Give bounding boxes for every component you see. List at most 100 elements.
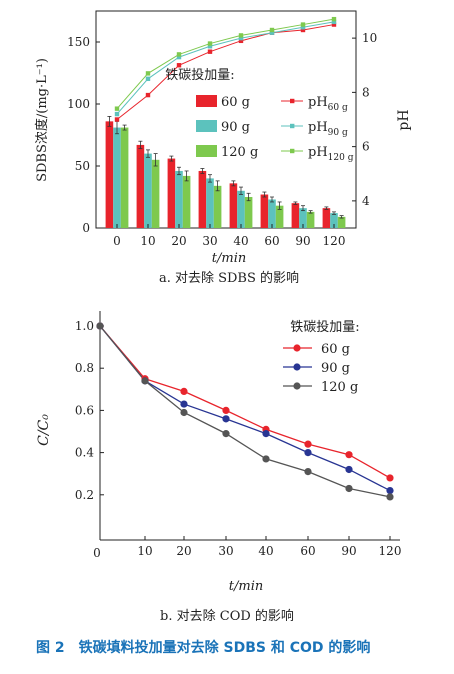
chart-a-bar (198, 170, 207, 228)
chart-a-legend-title: 铁碳投加量: (165, 67, 234, 83)
chart-a-ytick-label: 0 (82, 221, 90, 235)
chart-a-legend-ph-label: pH90 g (308, 120, 348, 138)
chart-a-bar (299, 208, 307, 228)
chart-b-legend-label: 60 g (321, 342, 350, 357)
chart-a-bar (105, 121, 114, 228)
chart-a-bar (213, 185, 222, 228)
chart-a-ylabel: SDBS浓度/(mg·L⁻¹) (34, 58, 50, 182)
chart-a-legend-ph-label: pH120 g (308, 145, 354, 163)
chart-b-point (345, 451, 353, 459)
chart-b-ytick-label: 0.2 (75, 488, 94, 502)
chart-a-ytick-right-label: 4 (362, 194, 370, 208)
chart-b-ytick-label: 1.0 (75, 319, 94, 333)
chart-a-xtick-label: 20 (171, 234, 186, 248)
chart-a-bar (144, 153, 152, 228)
chart-a-xtick-label: 40 (233, 234, 248, 248)
chart-b-xtick-label: 120 (379, 544, 402, 558)
chart-b-point (222, 430, 230, 438)
chart-b-point (96, 322, 104, 330)
chart-b-legend-title: 铁碳投加量: (290, 319, 359, 335)
chart-a-ph-point (238, 35, 244, 41)
chart-b-legend-label: 90 g (321, 361, 350, 376)
chart-b-ytick-label: 0.6 (75, 403, 94, 417)
chart-a-bar (268, 199, 276, 228)
chart-a-bar (206, 178, 214, 228)
chart-a-xtick-label: 120 (323, 234, 346, 248)
chart-a-ph-line (116, 24, 335, 120)
chart-b-xtick-label: 90 (341, 544, 356, 558)
chart-a-ph-point (114, 106, 120, 111)
chart-a-ph-point (207, 41, 213, 46)
chart-a-bar (229, 183, 238, 228)
chart-b: 0 0.2 0.4 0.6 0.8 1.0 10 20 30 40 60 90 120 t/min C/… (36, 311, 401, 624)
chart-a-legend-label: 60 g (221, 95, 250, 110)
chart-a-bar (136, 144, 145, 228)
chart-b-legend: 铁碳投加量: 60 g 90 g 120 g (283, 319, 360, 395)
chart-b-point (304, 467, 312, 476)
chart-a-ph-point (300, 27, 306, 33)
chart-a-bar (244, 197, 253, 228)
chart-a-bar (275, 205, 284, 228)
chart-a-xtick-label: 60 (264, 234, 279, 248)
chart-a-ytick-label: 100 (67, 97, 90, 111)
chart-a-ph-point (145, 71, 151, 76)
chart-b-point (304, 449, 312, 457)
chart-a-bar (260, 194, 269, 228)
chart-a-ph-point (176, 63, 182, 68)
chart-b-point (386, 474, 394, 482)
chart-b-xtick-label: 30 (218, 544, 233, 558)
chart-b-point (386, 486, 394, 495)
chart-a-xtick-label: 10 (140, 234, 155, 248)
chart-b-xtick-label: 20 (176, 544, 191, 558)
chart-b-ytick-label: 0.8 (75, 361, 94, 375)
chart-a-ph-point (269, 27, 275, 33)
chart-a-bar (167, 158, 176, 228)
chart-a-ytick-right-label: 10 (362, 31, 377, 45)
chart-a-bar (151, 159, 160, 228)
chart-a-bar (337, 216, 346, 228)
chart-a-legend-ph-label: pH60 g (308, 95, 348, 113)
chart-a-ph-point (176, 52, 182, 57)
chart-a-bar (330, 213, 338, 228)
chart-a-ph-point (114, 111, 120, 117)
chart-a-xtick-label: 0 (113, 234, 121, 248)
chart-b-point (262, 430, 270, 438)
chart-b-ylabel: C/C₀ (36, 414, 52, 446)
chart-b-point (262, 455, 270, 463)
chart-a-ytick-label: 150 (67, 35, 90, 49)
chart-a-caption: a. 对去除 SDBS 的影响 (159, 270, 299, 286)
chart-a-ph-point (331, 19, 337, 25)
chart-b-legend-label: 120 g (321, 380, 358, 395)
chart-b-legend-marker (293, 363, 301, 371)
chart-a-ph-point (331, 16, 337, 22)
chart-a-legend-marker (290, 98, 295, 104)
chart-b-xtick-label: 60 (300, 544, 315, 558)
chart-a-xtick-label: 30 (202, 234, 217, 248)
chart-a-ph-point (114, 117, 120, 122)
chart-a-legend-swatch (196, 145, 217, 157)
chart-b-caption: b. 对去除 COD 的影响 (160, 608, 294, 624)
chart-b-ytick-label: 0.4 (75, 446, 94, 460)
chart-a-ph-point (300, 22, 306, 27)
chart-a-ph-point (207, 44, 213, 49)
chart-b-point (386, 493, 394, 501)
chart-a-legend-label: 120 g (221, 145, 258, 160)
chart-a-bar (175, 170, 183, 228)
chart-a-ph-point (300, 25, 306, 30)
chart-b-point (180, 408, 188, 417)
chart-b-xlabel: t/min (229, 579, 263, 594)
chart-a-bar (120, 127, 129, 228)
chart-a-legend: 铁碳投加量: 60 g 90 g 120 g pH60 g pH90 g pH120 g (165, 67, 353, 163)
chart-a-bar (322, 208, 331, 228)
chart-b-line (99, 325, 391, 498)
chart-a-ytick-right-label: 6 (362, 140, 370, 154)
chart-a-bar (291, 203, 300, 228)
chart-a-ph-point (176, 54, 182, 60)
chart-a-ph-point (207, 49, 213, 54)
figure-caption: 图 2 铁碳填料投加量对去除 SDBS 和 COD 的影响 (36, 639, 370, 656)
chart-a-bar (237, 190, 245, 228)
chart-a-ph-point (238, 33, 244, 38)
chart-a-ytick-right-label: 8 (362, 85, 370, 99)
